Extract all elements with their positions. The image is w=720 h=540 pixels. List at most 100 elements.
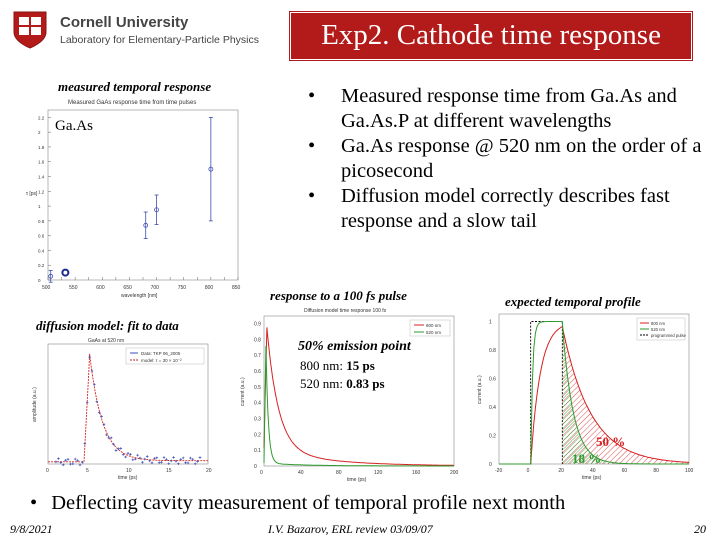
data-point — [191, 457, 195, 461]
x-tick-label: 550 — [69, 285, 78, 291]
x-tick-label: 40 — [590, 468, 596, 474]
bottom-bullet-text: Deflecting cavity measurement of tempora… — [51, 492, 566, 514]
x-tick-label: 20 — [206, 468, 212, 474]
data-point — [155, 456, 159, 460]
y-tick-label: 0.8 — [489, 348, 496, 354]
x-tick-label: 0 — [527, 468, 530, 474]
y-tick-label: 0.6 — [38, 234, 45, 239]
x-tick-label: 80 — [336, 470, 342, 476]
data-point — [141, 460, 144, 464]
legend-label: Data: TKP 06_2005 — [141, 351, 181, 356]
data-point — [59, 461, 63, 464]
x-tick-label: 60 — [622, 468, 628, 474]
page-number: 20 — [694, 522, 706, 536]
data-point — [167, 462, 171, 466]
emission-point-label: 50% emission point — [298, 339, 411, 354]
data-point — [129, 452, 132, 456]
y-tick-label: 0.8 — [254, 337, 261, 343]
data-point — [181, 456, 185, 460]
data-point — [208, 166, 214, 172]
data-point — [160, 460, 163, 464]
chart-measured-svg: Measured GaAs response time from time pu… — [26, 100, 241, 299]
data-point — [136, 453, 139, 457]
footer-author: I.V. Bazarov, ERL review 03/09/07 — [268, 522, 433, 536]
slide-title: Exp2. Cathode time response — [321, 19, 661, 51]
y-tick-label: 0.2 — [254, 432, 261, 438]
y-axis-label: τ [ps] — [26, 191, 38, 197]
y-tick-label: 2 — [38, 130, 41, 135]
data-point — [133, 457, 137, 461]
legend-label: programmed pulse — [651, 333, 687, 338]
data-point — [153, 456, 156, 460]
data-point — [90, 369, 94, 373]
data-point — [81, 461, 84, 464]
caption-diffusion: diffusion model: fit to data — [36, 318, 179, 333]
x-tick-label: 700 — [151, 285, 160, 291]
data-point — [131, 458, 135, 462]
data-point — [114, 449, 118, 452]
chart-title: GaAs at 520 nm — [88, 338, 124, 344]
chart-expected-profile: 0 0.2 0.4 0.6 0.8 1 -20 0 20 40 60 80 100 time (ps) cu… — [475, 308, 700, 483]
nm800-label: 800 nm: — [300, 358, 347, 373]
data-point — [95, 400, 99, 404]
data-point — [100, 415, 103, 418]
nm520-result: 520 nm: 0.83 ps — [300, 376, 385, 392]
y-tick-label: 0.4 — [38, 248, 45, 253]
data-point — [148, 459, 151, 463]
plot-frame — [47, 109, 239, 281]
chart-100fs-svg: Diffusion model time response 100 fs 0 0.1… — [240, 308, 459, 483]
x-tick-label: 120 — [374, 470, 383, 476]
series-800nm — [263, 327, 455, 466]
y-tick-label: 0.6 — [489, 377, 496, 383]
chart-title: Diffusion model time response 100 fs — [304, 308, 387, 314]
data-point — [109, 436, 113, 440]
data-point — [73, 457, 77, 461]
bullet-item: • Diffusion model correctly describes fas… — [308, 185, 670, 232]
data-point — [157, 461, 161, 465]
y-tick-label: 1.6 — [38, 160, 45, 165]
bullet-item: • Measured response time from Ga.As and G… — [308, 85, 677, 132]
data-point — [150, 461, 154, 465]
y-tick-label: 0 — [489, 462, 492, 468]
y-tick-label: 0 — [38, 278, 41, 283]
x-tick-label: 500 — [42, 285, 51, 291]
legend-label: 520 nm — [426, 330, 441, 335]
series-520nm — [263, 346, 454, 467]
x-tick-label: -20 — [495, 468, 502, 474]
data-point — [119, 447, 123, 450]
university-name: Cornell University — [60, 14, 189, 31]
data-point — [126, 451, 130, 455]
caption-expected: expected temporal profile — [505, 294, 641, 309]
x-axis-label: time (ps) — [347, 477, 367, 482]
data-point — [196, 460, 199, 463]
data-point — [184, 461, 187, 465]
y-tick-label: 0.5 — [254, 385, 261, 391]
bullet-text-3: Diffusion model correctly describes fast… — [341, 185, 670, 232]
x-tick-label: 600 — [96, 285, 105, 291]
data-point — [61, 268, 70, 277]
nm800-value: 15 ps — [346, 358, 375, 373]
data-point — [105, 433, 108, 437]
bullet-text-2: Ga.As response @ 520 nm on the order of … — [341, 135, 702, 182]
data-point — [64, 458, 67, 462]
data-point — [48, 273, 54, 279]
legend-label: 800 nm — [426, 323, 441, 328]
data-point — [198, 456, 202, 459]
x-tick-label: 5 — [86, 468, 89, 474]
y-tick-label: 1 — [489, 320, 492, 326]
data-point — [78, 463, 82, 467]
bullet-list: • Measured response time from Ga.As and G… — [308, 84, 708, 234]
data-point — [174, 459, 178, 463]
cornell-seal-icon — [13, 11, 47, 49]
bullet-item: • Ga.As response @ 520 nm on the order of… — [308, 135, 702, 182]
nm520-label: 520 nm: — [300, 376, 347, 391]
y-tick-label: 0.3 — [254, 417, 261, 423]
data-point — [154, 207, 159, 213]
x-axis-label: time (ps) — [118, 475, 138, 481]
data-point — [88, 355, 91, 359]
y-tick-label: 2.2 — [38, 115, 45, 120]
y-tick-label: 0.4 — [254, 401, 261, 407]
data-point — [145, 455, 149, 458]
data-point — [83, 442, 87, 445]
x-tick-label: 100 — [685, 468, 694, 474]
